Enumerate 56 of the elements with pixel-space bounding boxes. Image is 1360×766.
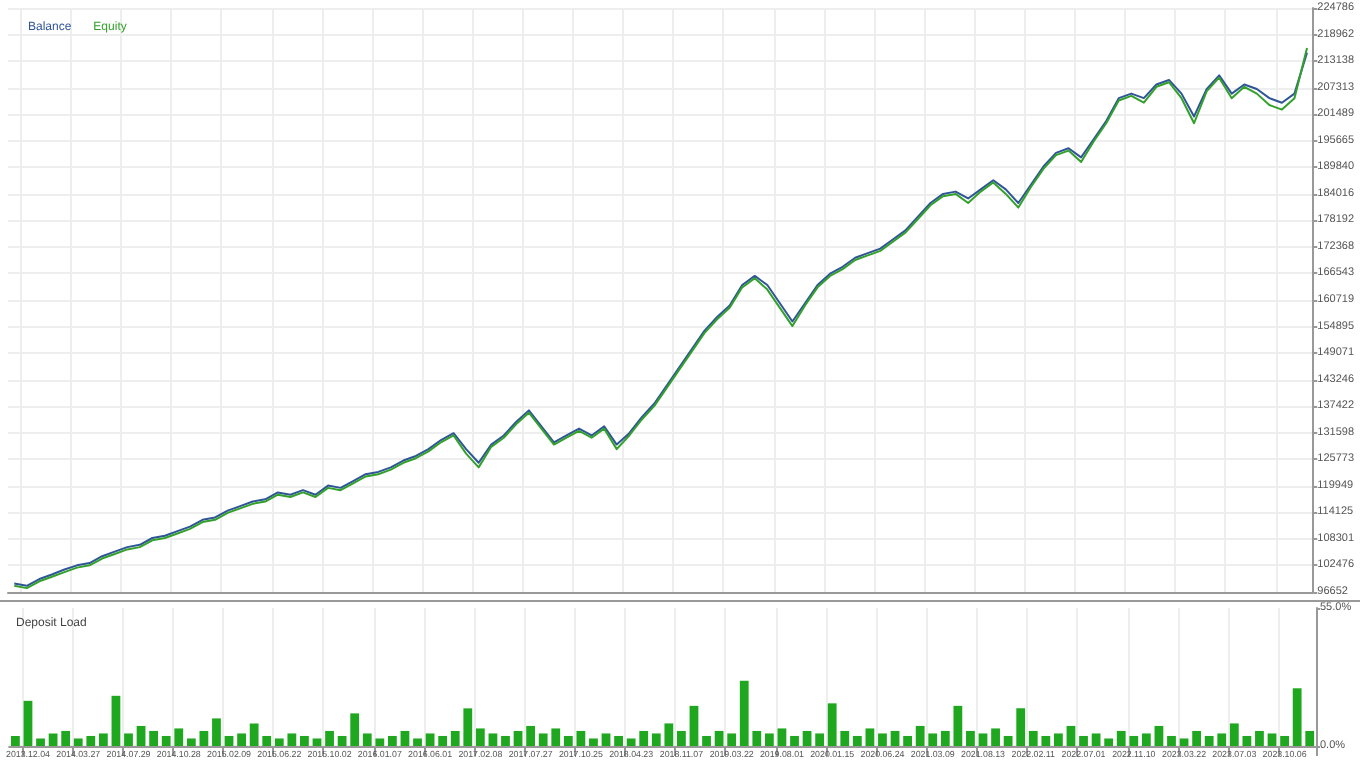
bar (425, 733, 435, 746)
bar (438, 735, 448, 746)
bar (903, 735, 912, 746)
bar (1066, 725, 1076, 746)
bar (1179, 738, 1189, 746)
bar (98, 733, 108, 746)
bar (387, 735, 397, 746)
bar (413, 738, 422, 746)
bar (1280, 735, 1289, 746)
bar (1104, 738, 1114, 746)
bar (1267, 733, 1277, 746)
bar (1154, 725, 1164, 746)
bar (312, 738, 322, 746)
bar (325, 730, 334, 746)
bar (589, 738, 598, 746)
bar (111, 695, 121, 746)
bar (400, 730, 410, 746)
bar (1091, 733, 1101, 746)
bar (978, 733, 988, 746)
bar (475, 728, 485, 746)
bar (991, 728, 1000, 746)
bar (677, 730, 686, 746)
bar (601, 733, 611, 746)
bar (149, 730, 159, 746)
bar (1167, 735, 1176, 746)
bar (488, 733, 498, 746)
bar (1141, 733, 1151, 746)
bar (136, 725, 146, 746)
bar (815, 733, 825, 746)
bar (890, 730, 900, 746)
bar (966, 730, 975, 746)
bar (11, 735, 20, 746)
bar (237, 733, 246, 746)
bar (23, 700, 33, 746)
bar (702, 735, 711, 746)
bar (852, 735, 862, 746)
bar (1255, 730, 1264, 746)
bar (513, 730, 523, 746)
bar (1054, 733, 1063, 746)
bar (1192, 730, 1202, 746)
bar (1079, 735, 1088, 746)
bar (614, 735, 623, 746)
bar (124, 733, 133, 746)
bar (878, 733, 887, 746)
bar (865, 728, 875, 746)
bar (689, 705, 699, 746)
bar (790, 735, 799, 746)
bar (212, 718, 221, 746)
bar (501, 735, 510, 746)
bar (764, 733, 774, 746)
bar (36, 738, 45, 746)
bar (300, 735, 309, 746)
bar (777, 728, 787, 746)
bar (802, 730, 812, 746)
bar (224, 735, 234, 746)
bar (526, 725, 536, 746)
